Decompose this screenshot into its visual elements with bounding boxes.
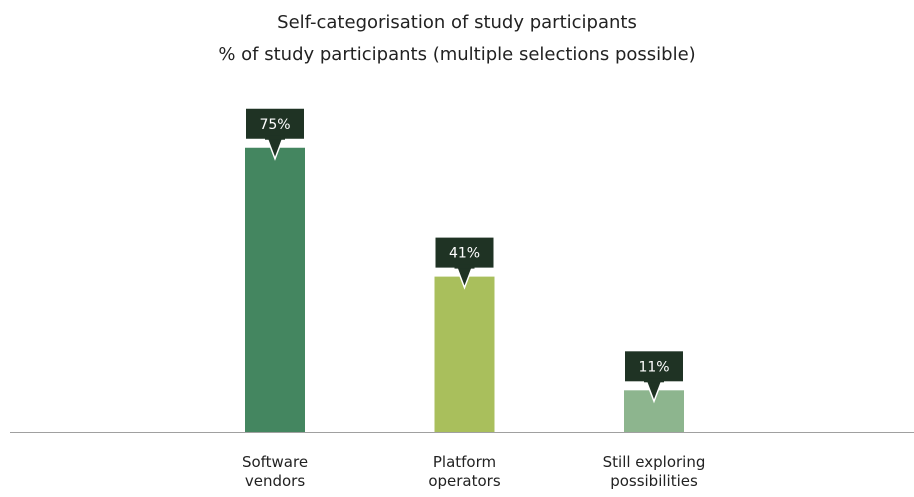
value-label-pointer-cover [454, 264, 475, 269]
bar [434, 276, 495, 432]
value-label-box [246, 108, 304, 139]
value-label-pointer-cover [265, 135, 285, 140]
value-label-box [435, 237, 494, 268]
value-label: 75% [259, 117, 290, 133]
value-label: 41% [449, 246, 480, 262]
value-label-pointer-cover [644, 378, 664, 383]
value-label-box [625, 351, 683, 382]
x-tick-label: Still exploring possibilities [602, 453, 706, 490]
value-label-pointer [455, 266, 474, 290]
x-tick-label: Platform operators [428, 453, 501, 490]
chart-subtitle: % of study participants (multiple select… [218, 44, 696, 65]
x-tick-label: Software vendors [241, 453, 309, 490]
bar [245, 147, 305, 432]
chart-title: Self-categorisation of study participant… [277, 12, 637, 33]
value-label: 11% [638, 359, 669, 375]
value-label-pointer [266, 137, 284, 161]
value-label-pointer [645, 380, 663, 404]
